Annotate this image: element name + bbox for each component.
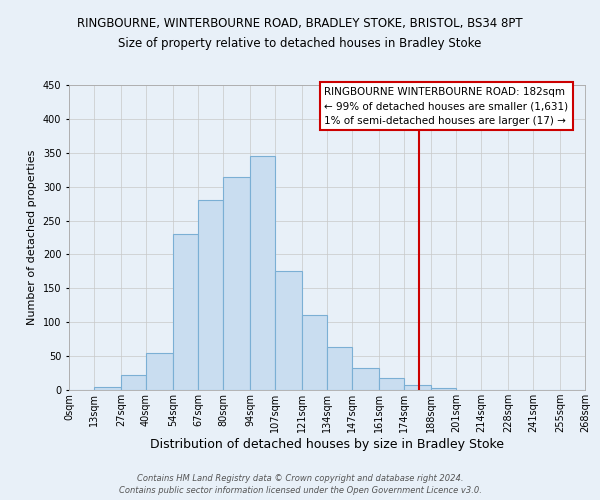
Bar [327, 348, 352, 390]
Bar [302, 316, 327, 390]
Bar [431, 388, 456, 390]
Text: RINGBOURNE WINTERBOURNE ROAD: 182sqm
← 99% of detached houses are smaller (1,631: RINGBOURNE WINTERBOURNE ROAD: 182sqm ← 9… [325, 86, 569, 126]
Bar [198, 200, 223, 390]
Bar [146, 352, 173, 390]
Text: Contains HM Land Registry data © Crown copyright and database right 2024.
Contai: Contains HM Land Registry data © Crown c… [119, 474, 481, 495]
Text: Size of property relative to detached houses in Bradley Stoke: Size of property relative to detached ho… [118, 38, 482, 51]
Text: RINGBOURNE, WINTERBOURNE ROAD, BRADLEY STOKE, BRISTOL, BS34 8PT: RINGBOURNE, WINTERBOURNE ROAD, BRADLEY S… [77, 18, 523, 30]
Bar [379, 378, 404, 390]
Bar [275, 272, 302, 390]
Bar [94, 386, 121, 390]
Bar [352, 368, 379, 390]
X-axis label: Distribution of detached houses by size in Bradley Stoke: Distribution of detached houses by size … [150, 438, 504, 451]
Y-axis label: Number of detached properties: Number of detached properties [27, 150, 37, 325]
Bar [121, 375, 146, 390]
Bar [404, 386, 431, 390]
Bar [223, 176, 250, 390]
Bar [250, 156, 275, 390]
Bar [173, 234, 198, 390]
